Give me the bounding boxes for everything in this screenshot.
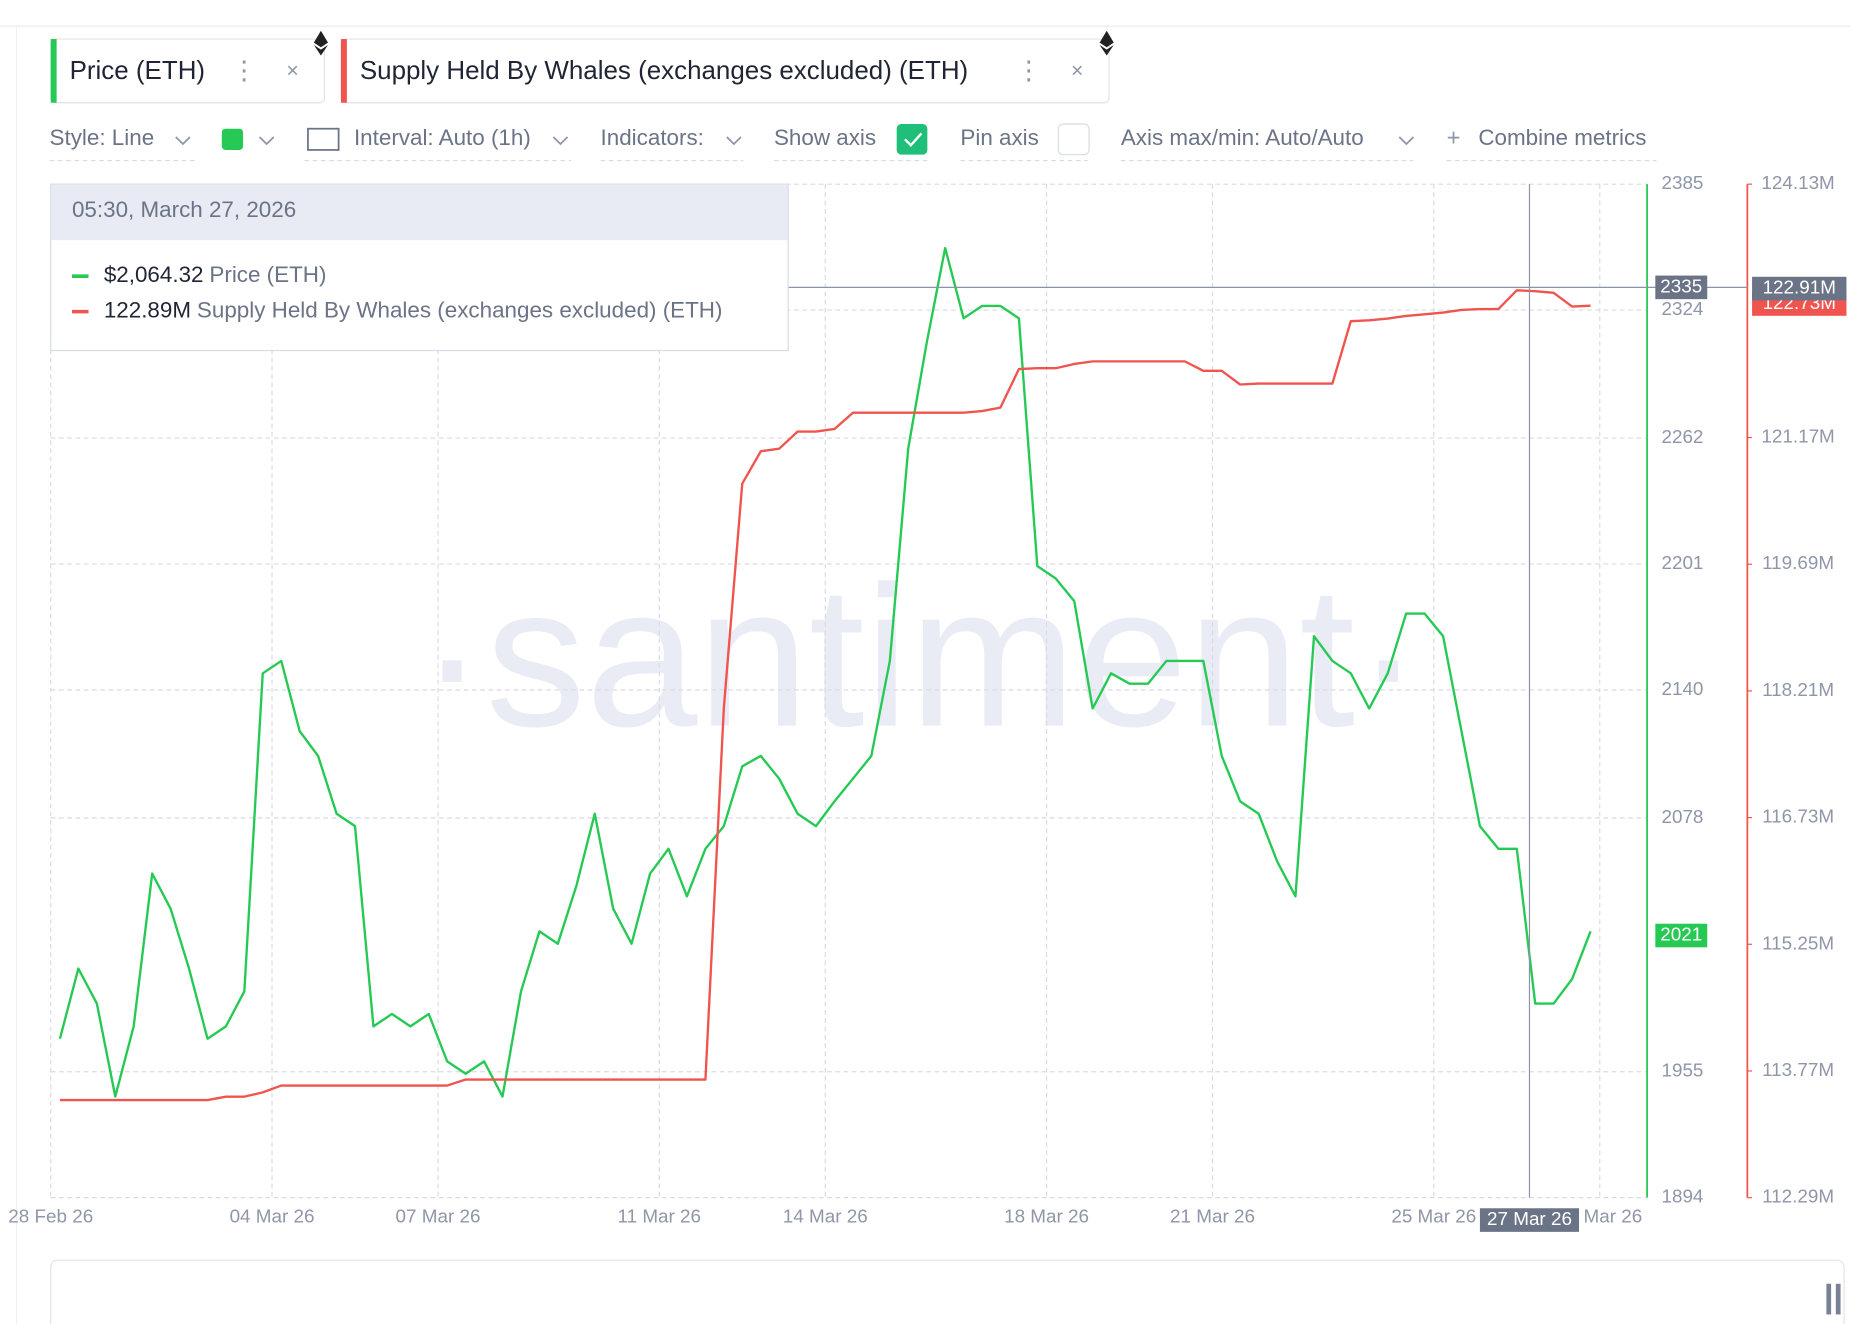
checkmark bbox=[904, 132, 923, 147]
x-tick-label: 25 Mar 26 bbox=[1391, 1206, 1476, 1227]
eth-icon bbox=[313, 30, 328, 56]
y2-tick-label: 116.73M bbox=[1762, 806, 1834, 827]
axis-minmax-select[interactable]: Axis max/min: Auto/Auto bbox=[1121, 125, 1364, 150]
tab-label: Price (ETH) bbox=[70, 57, 205, 85]
y2-tick-label: 118.21M bbox=[1762, 679, 1834, 700]
tooltip-row: 122.89M Supply Held By Whales (exchanges … bbox=[104, 298, 723, 323]
y-tick-label: 2262 bbox=[1661, 426, 1703, 447]
last-y-label: 2021 bbox=[1660, 923, 1702, 944]
y-tick-label: 2324 bbox=[1661, 298, 1703, 319]
tab-menu[interactable]: ⋮ bbox=[1016, 57, 1042, 85]
y2-tick-label: 112.29M bbox=[1762, 1186, 1834, 1207]
y-tick-label: 2078 bbox=[1661, 806, 1703, 827]
y2-tick-label: 115.25M bbox=[1762, 932, 1834, 953]
metric-tab[interactable]: Supply Held By Whales (exchanges exclude… bbox=[340, 30, 1114, 104]
toolbar: Style: Line Interval: Auto (1h) Indicato… bbox=[50, 123, 1657, 162]
series-line bbox=[58, 246, 1592, 1098]
chevron bbox=[1398, 136, 1415, 146]
interval-icon bbox=[307, 127, 340, 151]
crosshair-x-label-bg bbox=[1479, 1208, 1580, 1232]
y2-tick-label: 124.13M bbox=[1761, 172, 1834, 193]
chevron bbox=[258, 136, 275, 146]
tab-label: Supply Held By Whales (exchanges exclude… bbox=[360, 57, 968, 85]
tooltip-title: 05:30, March 27, 2026 bbox=[72, 197, 296, 222]
y2-tick-label: 113.77M bbox=[1762, 1059, 1834, 1080]
x-tick-label: 04 Mar 26 bbox=[230, 1206, 315, 1227]
y2-tick-label: 121.17M bbox=[1761, 426, 1834, 447]
navigator[interactable] bbox=[50, 1259, 1845, 1324]
tab-close[interactable]: × bbox=[1071, 60, 1083, 83]
interval-select[interactable]: Interval: Auto (1h) bbox=[354, 125, 531, 150]
crosshair-y-label: 2335 bbox=[1660, 275, 1702, 296]
y-tick-label: 2385 bbox=[1661, 172, 1703, 193]
x-tick-label: 28 Feb 26 bbox=[8, 1206, 93, 1227]
pin-axis-checkbox[interactable] bbox=[1057, 123, 1090, 156]
tooltip-row: $2,064.32 Price (ETH) bbox=[104, 262, 327, 287]
x-tick-label: 18 Mar 26 bbox=[1004, 1206, 1089, 1227]
tooltip-value: 122.89M bbox=[104, 298, 191, 323]
pin-axis-label: Pin axis bbox=[960, 125, 1038, 150]
x-tick-label: 07 Mar 26 bbox=[396, 1206, 481, 1227]
metric-tab[interactable]: Price (ETH) ⋮ × bbox=[50, 30, 328, 104]
tab-menu[interactable]: ⋮ bbox=[231, 57, 257, 85]
chevron bbox=[552, 136, 569, 146]
style-select[interactable]: Style: Line bbox=[50, 125, 155, 150]
watermark: ·santiment· bbox=[419, 544, 1422, 769]
y-tick-label: 1894 bbox=[1661, 1186, 1703, 1207]
crosshair-x-label: 27 Mar 26 bbox=[1487, 1208, 1572, 1229]
plus-icon: + bbox=[1447, 125, 1461, 151]
crosshair-y2-label-bg bbox=[1752, 276, 1847, 301]
navigator-handle[interactable] bbox=[1835, 1283, 1841, 1315]
indicators-select[interactable]: Indicators: bbox=[601, 125, 704, 150]
y-tick-label: 1955 bbox=[1661, 1060, 1703, 1081]
plot: 28 Feb 26 04 Mar 26 07 Mar 26 11 Mar 26 14 M… bbox=[8, 172, 1847, 1232]
y-tick-label: 2140 bbox=[1661, 678, 1703, 699]
tab-color bbox=[50, 39, 57, 103]
crosshair-y2-label: 122.91M bbox=[1763, 277, 1836, 298]
tab-close[interactable]: × bbox=[286, 60, 298, 83]
x-tick-label: 21 Mar 26 bbox=[1170, 1206, 1255, 1227]
show-axis-checkbox[interactable] bbox=[896, 123, 928, 155]
chevron bbox=[175, 136, 191, 146]
tooltip-name: Supply Held By Whales (exchanges exclude… bbox=[197, 298, 723, 323]
y-tick-label: 2201 bbox=[1661, 552, 1703, 573]
tooltip-header bbox=[51, 184, 788, 241]
x-tick-label: 14 Mar 26 bbox=[783, 1206, 868, 1227]
tab-color bbox=[340, 39, 347, 103]
last-y-label-bg bbox=[1655, 923, 1708, 948]
tooltip-name: Price (ETH) bbox=[209, 262, 326, 287]
crosshair-y-label-bg bbox=[1655, 275, 1708, 300]
tooltip-value: $2,064.32 bbox=[104, 262, 204, 287]
navigator-handle[interactable] bbox=[1826, 1283, 1832, 1315]
color-picker[interactable] bbox=[221, 128, 244, 150]
y2-tick-label: 119.69M bbox=[1762, 552, 1834, 573]
chevron bbox=[726, 136, 742, 146]
series-line bbox=[59, 289, 1591, 1102]
show-axis-label: Show axis bbox=[774, 125, 876, 150]
combine-button[interactable]: Combine metrics bbox=[1478, 125, 1646, 150]
eth-icon bbox=[1099, 30, 1114, 56]
x-tick-label: 11 Mar 26 bbox=[618, 1206, 702, 1227]
